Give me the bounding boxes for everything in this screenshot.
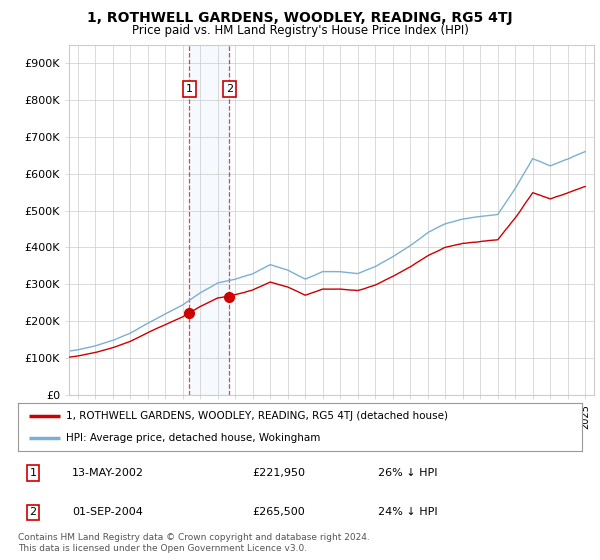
Text: 1: 1 — [29, 468, 37, 478]
Text: 13-MAY-2002: 13-MAY-2002 — [72, 468, 144, 478]
Text: 1, ROTHWELL GARDENS, WOODLEY, READING, RG5 4TJ: 1, ROTHWELL GARDENS, WOODLEY, READING, R… — [87, 11, 513, 25]
Bar — [189, 45, 229, 395]
Text: 1: 1 — [186, 84, 193, 94]
Text: HPI: Average price, detached house, Wokingham: HPI: Average price, detached house, Woki… — [66, 433, 320, 443]
Text: 26% ↓ HPI: 26% ↓ HPI — [378, 468, 437, 478]
Text: 1, ROTHWELL GARDENS, WOODLEY, READING, RG5 4TJ (detached house): 1, ROTHWELL GARDENS, WOODLEY, READING, R… — [66, 411, 448, 421]
Text: £265,500: £265,500 — [252, 507, 305, 517]
Text: £221,950: £221,950 — [252, 468, 305, 478]
Text: 2: 2 — [226, 84, 233, 94]
Text: Price paid vs. HM Land Registry's House Price Index (HPI): Price paid vs. HM Land Registry's House … — [131, 24, 469, 36]
Text: Contains HM Land Registry data © Crown copyright and database right 2024.
This d: Contains HM Land Registry data © Crown c… — [18, 533, 370, 553]
Text: 2: 2 — [29, 507, 37, 517]
Text: 24% ↓ HPI: 24% ↓ HPI — [378, 507, 437, 517]
Text: 01-SEP-2004: 01-SEP-2004 — [72, 507, 143, 517]
